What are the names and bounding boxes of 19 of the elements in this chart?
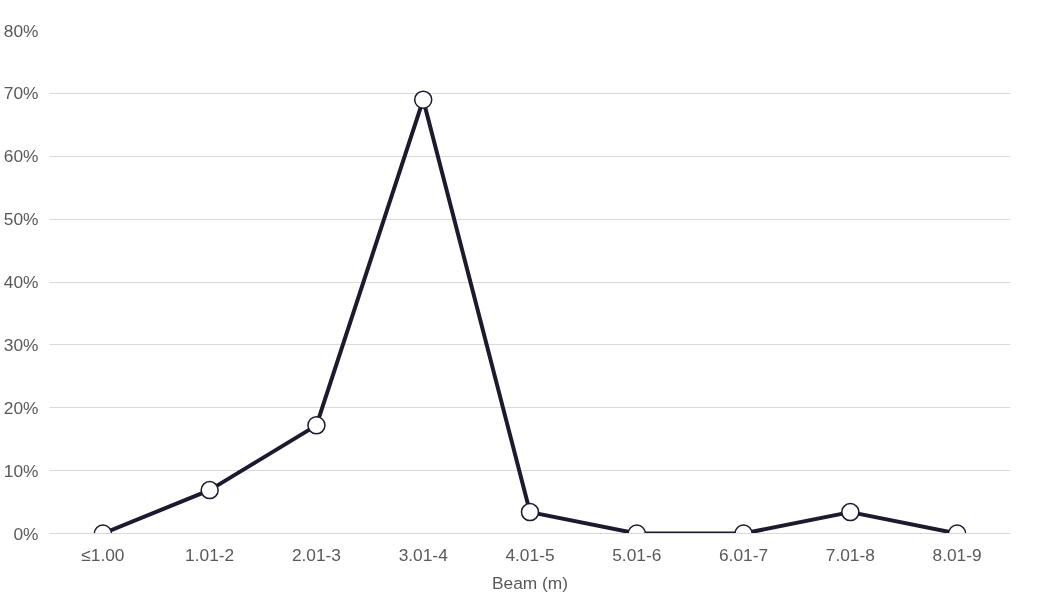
x-tick-label: 3.01-4 <box>398 544 449 565</box>
y-tick-label: 30% <box>3 334 39 355</box>
x-tick-label: 6.01-7 <box>718 544 769 565</box>
x-tick-label: 2.01-3 <box>291 544 342 565</box>
y-tick-label: 80% <box>3 20 39 41</box>
y-tick-label: 70% <box>3 83 39 104</box>
x-tick-label: 1.01-2 <box>185 544 235 565</box>
x-tick-label: 8.01-9 <box>932 544 982 565</box>
y-tick-label: 20% <box>3 397 39 418</box>
x-tick-label: ≤1.00 <box>81 544 125 565</box>
y-tick-label: 60% <box>3 146 39 167</box>
y-tick-label: 10% <box>3 460 39 481</box>
x-tick-label: 7.01-8 <box>825 544 875 565</box>
y-tick-label: 50% <box>3 209 39 230</box>
x-axis-title: Beam (m) <box>491 572 569 593</box>
x-tick-label: 5.01-6 <box>612 544 662 565</box>
y-tick-label: 40% <box>3 272 39 292</box>
y-tick-label: 0% <box>13 523 39 544</box>
x-tick-label: 4.01-5 <box>505 544 555 565</box>
